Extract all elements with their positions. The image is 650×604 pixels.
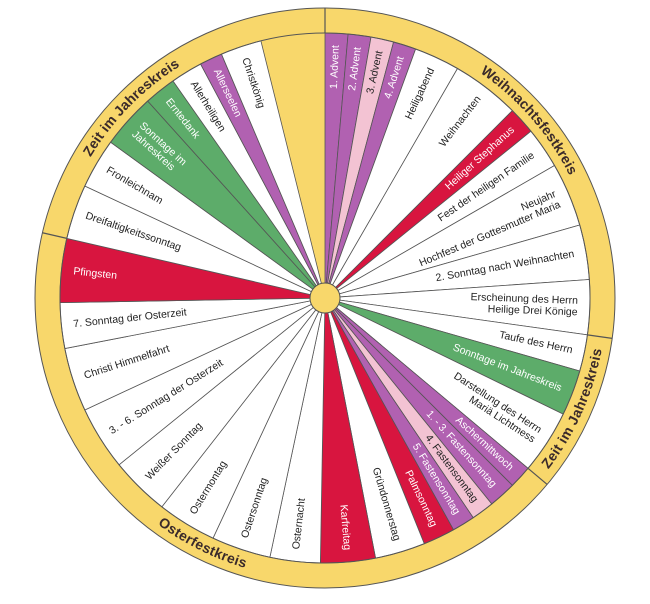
label-erscheinung-des-herrn-2: Heilige Drei Könige [488, 303, 578, 318]
label-1-advent: 1. Advent [328, 45, 342, 89]
label-erscheinung-des-herrn-1: Erscheinung des Herrn [470, 291, 578, 307]
ring-divider-4 [42, 232, 67, 239]
ring-divider-3 [527, 467, 548, 485]
label-pfingsten: Pfingsten [73, 265, 118, 282]
ring-divisions [42, 8, 613, 485]
ring-divider-2 [587, 334, 613, 339]
hub [309, 282, 341, 314]
inner-ring-edge [59, 32, 591, 564]
label-karfreitag: Karfreitag [337, 504, 353, 551]
label-osternacht: Osternacht [290, 498, 308, 550]
label-2-advent: 2. Advent [346, 46, 364, 91]
